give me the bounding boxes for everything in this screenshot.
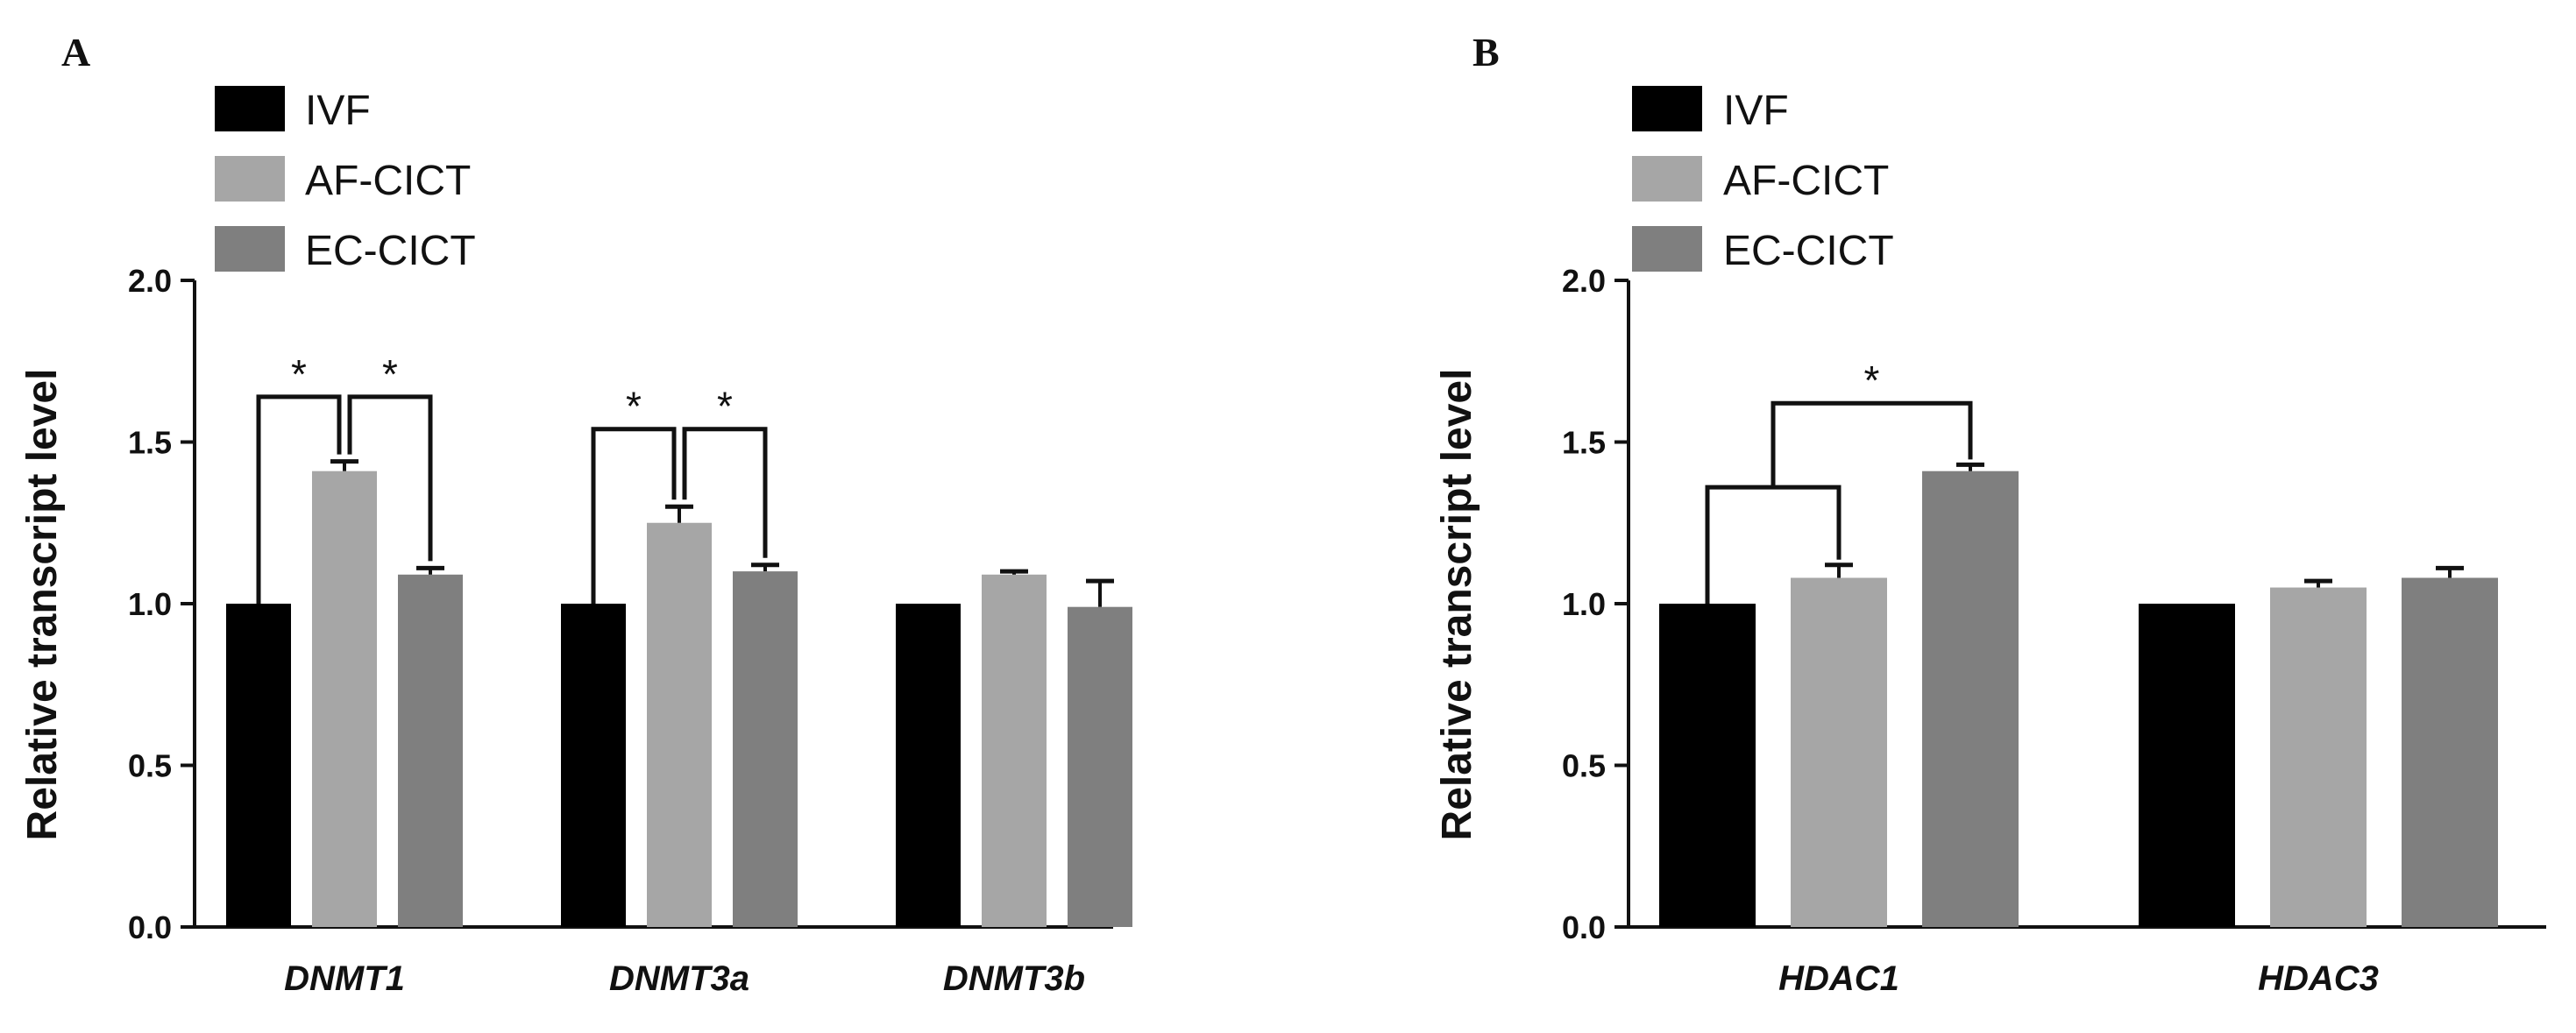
bar-ec-cict-dnmt1 bbox=[398, 574, 463, 927]
y-tick-label: 2.0 bbox=[128, 263, 172, 299]
plot-area-a: 0.0 0.5 1.0 1.5 2.0 DNMT1 DNMT3a DNMT3b * * * * bbox=[128, 263, 1132, 998]
y-tick-label: 0.5 bbox=[128, 748, 172, 784]
bar-ivf-dnmt3b bbox=[896, 604, 961, 927]
y-tick-label: 1.5 bbox=[1562, 425, 1606, 461]
panel-label-a: A bbox=[61, 30, 90, 74]
y-axis-title-b: Relative transcript level bbox=[1434, 369, 1480, 841]
significance-bracket bbox=[256, 394, 342, 604]
significance-bracket bbox=[347, 394, 433, 562]
panel-a: A IVF AF-CICT EC-CICT Relative transcrip… bbox=[19, 30, 1132, 998]
significance-star: * bbox=[1864, 357, 1880, 403]
bar-af-cict-dnmt3a bbox=[647, 522, 712, 927]
plot-area-b: 0.0 0.5 1.0 1.5 2.0 HDAC1 HDAC3 * bbox=[1562, 263, 2546, 998]
bar-ec-cict-hdac3 bbox=[2402, 577, 2498, 927]
panel-label-b: B bbox=[1473, 30, 1500, 74]
legend-label-af-cict: AF-CICT bbox=[305, 158, 471, 204]
bar-ivf-dnmt1 bbox=[226, 604, 291, 927]
category-label-dnmt1: DNMT1 bbox=[284, 959, 405, 998]
y-tick-label: 2.0 bbox=[1562, 263, 1606, 299]
y-tick-label: 0.0 bbox=[128, 909, 172, 945]
legend-label-af-cict: AF-CICT bbox=[1723, 158, 1889, 204]
bar-af-cict-dnmt1 bbox=[312, 471, 377, 927]
y-tick-label: 1.0 bbox=[1562, 586, 1606, 622]
significance-star: * bbox=[382, 351, 398, 397]
bar-af-cict-dnmt3b bbox=[982, 574, 1047, 927]
significance-bracket bbox=[591, 427, 677, 604]
legend-label-ivf: IVF bbox=[305, 88, 371, 134]
significance-star: * bbox=[717, 384, 733, 429]
y-axis-title-a: Relative transcript level bbox=[19, 369, 66, 841]
bar-ec-cict-dnmt3b bbox=[1068, 606, 1132, 927]
legend-swatch-af-cict bbox=[1632, 156, 1702, 202]
y-tick-label: 0.0 bbox=[1562, 909, 1606, 945]
legend-label-ec-cict: EC-CICT bbox=[305, 228, 476, 274]
legend-label-ec-cict: EC-CICT bbox=[1723, 228, 1894, 274]
legend-swatch-af-cict bbox=[215, 156, 285, 202]
legend-a: IVF AF-CICT EC-CICT bbox=[215, 86, 476, 274]
category-label-dnmt3b: DNMT3b bbox=[943, 959, 1085, 998]
y-tick-label: 0.5 bbox=[1562, 748, 1606, 784]
panel-b: B IVF AF-CICT EC-CICT Relative transcrip… bbox=[1434, 30, 2546, 998]
significance-star: * bbox=[291, 351, 307, 397]
bar-ec-cict-hdac1 bbox=[1922, 471, 2019, 927]
legend-swatch-ec-cict bbox=[215, 226, 285, 272]
significance-bracket-outer bbox=[1771, 400, 1973, 488]
bar-af-cict-hdac1 bbox=[1791, 577, 1887, 927]
legend-b: IVF AF-CICT EC-CICT bbox=[1632, 86, 1894, 274]
category-label-hdac1: HDAC1 bbox=[1778, 959, 1899, 998]
significance-star: * bbox=[626, 384, 642, 429]
bar-ec-cict-dnmt3a bbox=[733, 571, 798, 927]
category-label-hdac3: HDAC3 bbox=[2258, 959, 2379, 998]
legend-label-ivf: IVF bbox=[1723, 88, 1789, 134]
bar-ivf-hdac1 bbox=[1659, 604, 1756, 927]
legend-swatch-ivf bbox=[215, 86, 285, 131]
significance-bracket bbox=[682, 427, 768, 558]
y-tick-label: 1.5 bbox=[128, 425, 172, 461]
legend-swatch-ec-cict bbox=[1632, 226, 1702, 272]
bar-af-cict-hdac3 bbox=[2270, 587, 2367, 927]
category-label-dnmt3a: DNMT3a bbox=[609, 959, 749, 998]
legend-swatch-ivf bbox=[1632, 86, 1702, 131]
y-tick-label: 1.0 bbox=[128, 586, 172, 622]
bar-ivf-dnmt3a bbox=[561, 604, 626, 927]
bar-ivf-hdac3 bbox=[2139, 604, 2235, 927]
